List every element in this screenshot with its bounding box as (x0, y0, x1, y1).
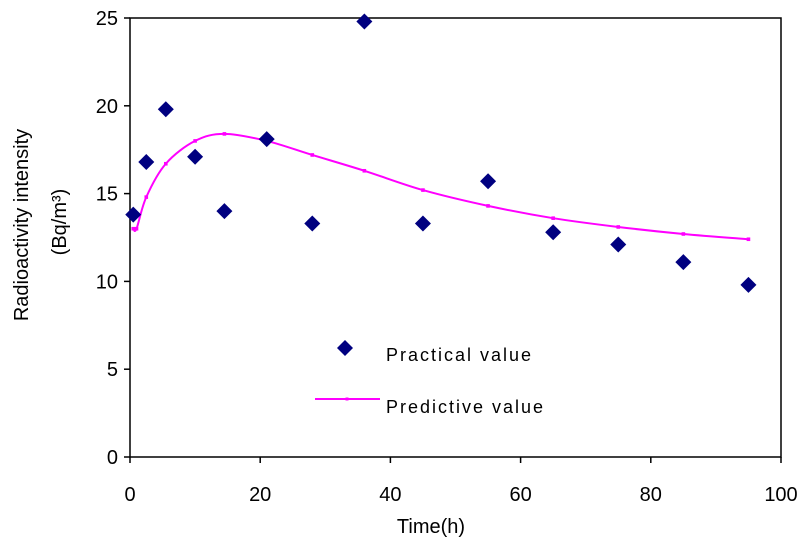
y-axis-title: Radioactivity intensity (11, 129, 33, 321)
legend-predictive-marker (345, 397, 349, 401)
predictive-line (132, 132, 749, 241)
predictive-point-4 (193, 139, 197, 143)
practical-point-13 (740, 276, 757, 293)
practical-point-0 (125, 206, 142, 223)
plot-area-border (129, 17, 782, 458)
y-tick-label-25: 25 (96, 8, 118, 30)
legend-practical-label: Practical value (386, 345, 533, 365)
y-tick-label-10: 10 (96, 271, 118, 293)
practical-point-12 (675, 254, 692, 271)
x-tick-label-60: 60 (509, 484, 531, 506)
y-tick-label-15: 15 (96, 184, 118, 206)
y-tick-label-0: 0 (107, 447, 118, 469)
practical-point-5 (258, 131, 275, 148)
y-tick-label-5: 5 (107, 359, 118, 381)
x-tick-label-40: 40 (379, 484, 401, 506)
predictive-point-7 (310, 153, 315, 157)
practical-point-2 (157, 101, 174, 118)
practical-point-4 (216, 203, 233, 220)
legend-predictive-label: Predictive value (386, 397, 545, 417)
predictive-point-2 (144, 195, 149, 199)
practical-point-11 (610, 236, 627, 253)
predictive-series (131, 132, 751, 242)
predictive-point-11 (551, 216, 555, 220)
legend-practical-marker (337, 340, 353, 356)
practical-series (125, 13, 757, 293)
predictive-point-12 (616, 225, 621, 229)
x-tick-label-20: 20 (249, 484, 271, 506)
y-tick-label-20: 20 (96, 96, 118, 118)
x-axis-ticks: 0 20 40 60 80 100 (124, 457, 798, 506)
practical-point-1 (138, 153, 155, 170)
y-axis-ticks: 0 5 10 15 20 25 (96, 8, 130, 469)
legend: Practical value Predictive value (315, 340, 545, 417)
predictive-point-10 (486, 204, 490, 208)
practical-point-7 (356, 13, 373, 30)
x-axis-title: Time(h) (397, 516, 465, 537)
practical-point-10 (545, 224, 562, 241)
predictive-point-14 (746, 237, 751, 242)
x-tick-label-0: 0 (124, 484, 135, 506)
predictive-point-3 (164, 161, 168, 166)
predictive-point-13 (681, 232, 686, 236)
practical-point-6 (304, 215, 321, 232)
practical-point-3 (187, 148, 204, 165)
practical-point-8 (414, 215, 431, 232)
predictive-point-5 (222, 132, 227, 136)
x-tick-label-80: 80 (640, 484, 662, 506)
predictive-point-9 (421, 188, 425, 192)
predictive-point-8 (362, 168, 367, 173)
predictive-point-0 (131, 226, 136, 231)
practical-point-9 (480, 173, 497, 190)
plot-frame (129, 17, 782, 458)
predictive-point-1 (134, 226, 139, 231)
y-axis-unit: (Bq/m³) (49, 189, 71, 256)
x-tick-label-100: 100 (764, 484, 797, 506)
